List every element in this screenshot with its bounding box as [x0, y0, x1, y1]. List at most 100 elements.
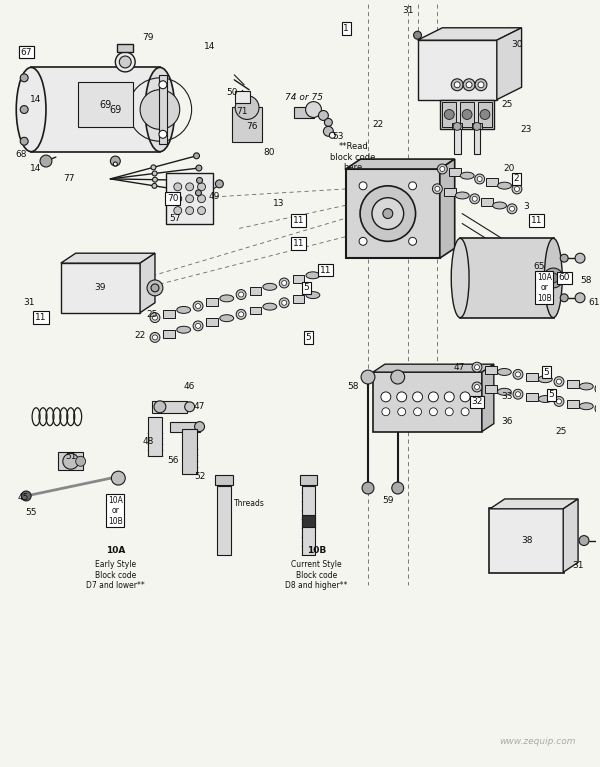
Text: 10A
or
10B: 10A or 10B: [108, 496, 123, 525]
Text: 11: 11: [293, 216, 304, 225]
Text: 31: 31: [572, 561, 584, 570]
Polygon shape: [490, 499, 578, 509]
Circle shape: [152, 171, 157, 176]
Circle shape: [185, 402, 194, 412]
Circle shape: [196, 165, 202, 171]
Text: 70: 70: [167, 194, 179, 203]
Bar: [490, 509, 563, 573]
Circle shape: [235, 96, 259, 120]
Bar: [442, 101, 456, 127]
Text: 20: 20: [503, 164, 514, 173]
Text: 5: 5: [544, 367, 549, 377]
Polygon shape: [440, 159, 455, 258]
Bar: [452, 123, 462, 130]
Text: Current Style
Block code
D8 and higher**: Current Style Block code D8 and higher**: [285, 561, 347, 590]
Text: 11: 11: [35, 313, 47, 322]
Text: 38: 38: [521, 536, 532, 545]
Ellipse shape: [145, 67, 175, 152]
Bar: [232, 107, 262, 142]
Text: 10A
or
10B: 10A or 10B: [537, 273, 552, 303]
Circle shape: [20, 106, 28, 114]
Bar: [346, 169, 440, 258]
Bar: [293, 107, 314, 118]
Bar: [373, 372, 482, 432]
Polygon shape: [482, 364, 494, 432]
Circle shape: [152, 335, 157, 340]
Circle shape: [478, 82, 484, 87]
Circle shape: [433, 184, 442, 194]
Text: 65: 65: [533, 262, 545, 271]
Circle shape: [428, 392, 439, 402]
Text: 56: 56: [167, 456, 179, 465]
Circle shape: [382, 408, 390, 416]
Text: 14: 14: [31, 164, 42, 173]
Circle shape: [159, 81, 167, 89]
Ellipse shape: [263, 283, 277, 290]
Bar: [460, 239, 554, 318]
Ellipse shape: [177, 307, 191, 314]
Bar: [526, 393, 538, 400]
Polygon shape: [563, 499, 578, 572]
Circle shape: [40, 155, 52, 167]
Bar: [166, 173, 214, 225]
Circle shape: [76, 456, 86, 466]
Ellipse shape: [497, 368, 511, 375]
Circle shape: [197, 195, 206, 202]
Polygon shape: [373, 364, 494, 372]
Text: 61: 61: [588, 298, 599, 308]
Circle shape: [282, 301, 287, 305]
Bar: [302, 515, 316, 527]
Circle shape: [509, 206, 514, 211]
Circle shape: [409, 237, 416, 245]
Circle shape: [462, 110, 472, 120]
Bar: [293, 295, 304, 303]
Text: 32: 32: [472, 397, 482, 407]
Bar: [78, 82, 133, 127]
Text: 71: 71: [236, 107, 248, 116]
Bar: [61, 263, 140, 313]
Circle shape: [556, 399, 562, 404]
Text: 30: 30: [511, 40, 523, 48]
Circle shape: [383, 209, 393, 219]
Ellipse shape: [460, 172, 474, 179]
Text: 74 or 75: 74 or 75: [284, 93, 323, 102]
Text: www.zequip.com: www.zequip.com: [500, 736, 576, 746]
Circle shape: [279, 278, 289, 288]
Circle shape: [185, 183, 194, 191]
Bar: [206, 298, 218, 306]
Circle shape: [515, 392, 520, 397]
Bar: [299, 475, 317, 485]
Ellipse shape: [177, 326, 191, 333]
Bar: [460, 101, 474, 127]
Text: 77: 77: [63, 174, 74, 183]
Bar: [526, 373, 538, 380]
Circle shape: [440, 166, 445, 172]
Text: 2: 2: [514, 174, 520, 183]
Text: 5: 5: [305, 333, 311, 342]
Circle shape: [20, 137, 28, 145]
Ellipse shape: [538, 396, 552, 403]
Circle shape: [472, 382, 482, 392]
Ellipse shape: [493, 202, 506, 209]
Text: 76: 76: [247, 122, 258, 131]
Circle shape: [413, 31, 422, 39]
Ellipse shape: [306, 291, 320, 298]
Text: 14: 14: [204, 41, 215, 51]
Circle shape: [575, 253, 585, 263]
Bar: [486, 179, 498, 186]
Circle shape: [409, 182, 416, 189]
Text: 10A: 10A: [106, 546, 125, 555]
Bar: [152, 401, 187, 413]
Bar: [485, 385, 497, 393]
Bar: [566, 380, 578, 388]
Text: 3: 3: [524, 202, 529, 211]
Ellipse shape: [451, 239, 469, 318]
Text: 50: 50: [227, 88, 238, 97]
Circle shape: [154, 401, 166, 413]
Bar: [302, 486, 316, 555]
Circle shape: [325, 118, 332, 127]
Bar: [182, 429, 197, 474]
Text: 47: 47: [454, 363, 465, 372]
Circle shape: [196, 190, 202, 196]
Circle shape: [113, 162, 118, 166]
